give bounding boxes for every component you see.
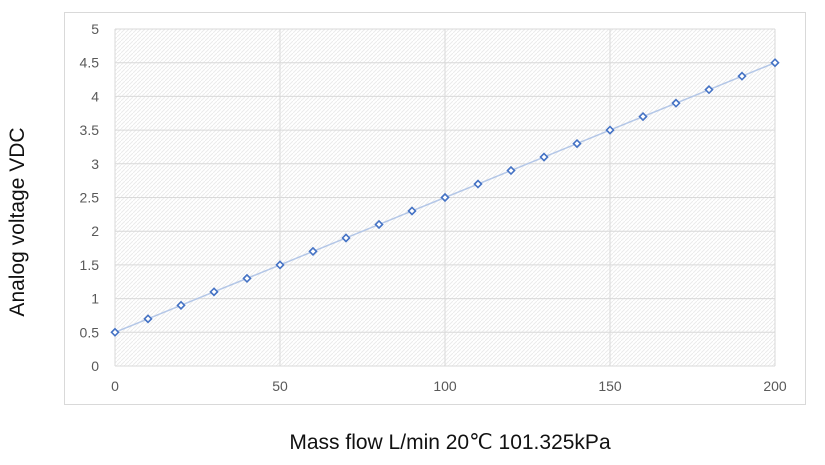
y-tick-label: 1 — [91, 291, 99, 307]
y-tick-label: 4.5 — [80, 55, 100, 71]
data-point — [605, 125, 615, 135]
data-point — [110, 327, 120, 337]
data-point — [671, 98, 681, 108]
y-tick-label: 0 — [91, 358, 99, 374]
data-point — [176, 300, 186, 310]
y-tick-label: 0.5 — [80, 324, 100, 340]
chart-area: 0 0.5 1 1.5 2 2.5 3 3.5 4 4.5 5 0 50 100 150 200 — [64, 12, 806, 405]
data-point — [737, 71, 747, 81]
y-tick-label: 3.5 — [80, 122, 100, 138]
chart-svg: 0 0.5 1 1.5 2 2.5 3 3.5 4 4.5 5 0 50 100 150 200 — [80, 21, 787, 394]
data-point — [407, 206, 417, 216]
series-points — [110, 58, 780, 337]
gridlines — [114, 28, 776, 367]
y-axis-title: Analog voltage VDC — [6, 127, 29, 317]
x-tick-label: 200 — [763, 378, 787, 394]
x-tick-label: 150 — [598, 378, 622, 394]
data-point — [143, 314, 153, 324]
data-point — [341, 233, 351, 243]
x-axis-title: Mass flow L/min 20℃ 101.325kPa — [289, 431, 611, 454]
data-point — [506, 165, 516, 176]
x-tick-label: 0 — [111, 378, 119, 394]
y-tick-label: 5 — [91, 21, 99, 37]
y-axis-ticks: 0 0.5 1 1.5 2 2.5 3 3.5 4 4.5 5 — [80, 21, 100, 374]
x-tick-label: 100 — [433, 378, 457, 394]
y-tick-label: 4 — [91, 88, 99, 104]
data-point — [209, 287, 219, 297]
data-point — [539, 152, 549, 162]
data-point — [440, 192, 450, 203]
data-point — [275, 260, 285, 270]
data-point — [572, 138, 582, 149]
data-point — [374, 219, 384, 230]
data-point — [473, 179, 483, 189]
data-point — [308, 246, 318, 257]
data-point — [242, 273, 252, 284]
x-tick-label: 50 — [272, 378, 288, 394]
data-point — [770, 58, 780, 68]
x-axis-ticks: 0 50 100 150 200 — [111, 378, 787, 394]
y-tick-label: 1.5 — [80, 257, 100, 273]
y-tick-label: 2.5 — [80, 190, 100, 206]
y-tick-label: 2 — [91, 223, 99, 239]
data-point — [704, 85, 714, 95]
data-point — [638, 111, 648, 122]
y-tick-label: 3 — [91, 156, 99, 172]
